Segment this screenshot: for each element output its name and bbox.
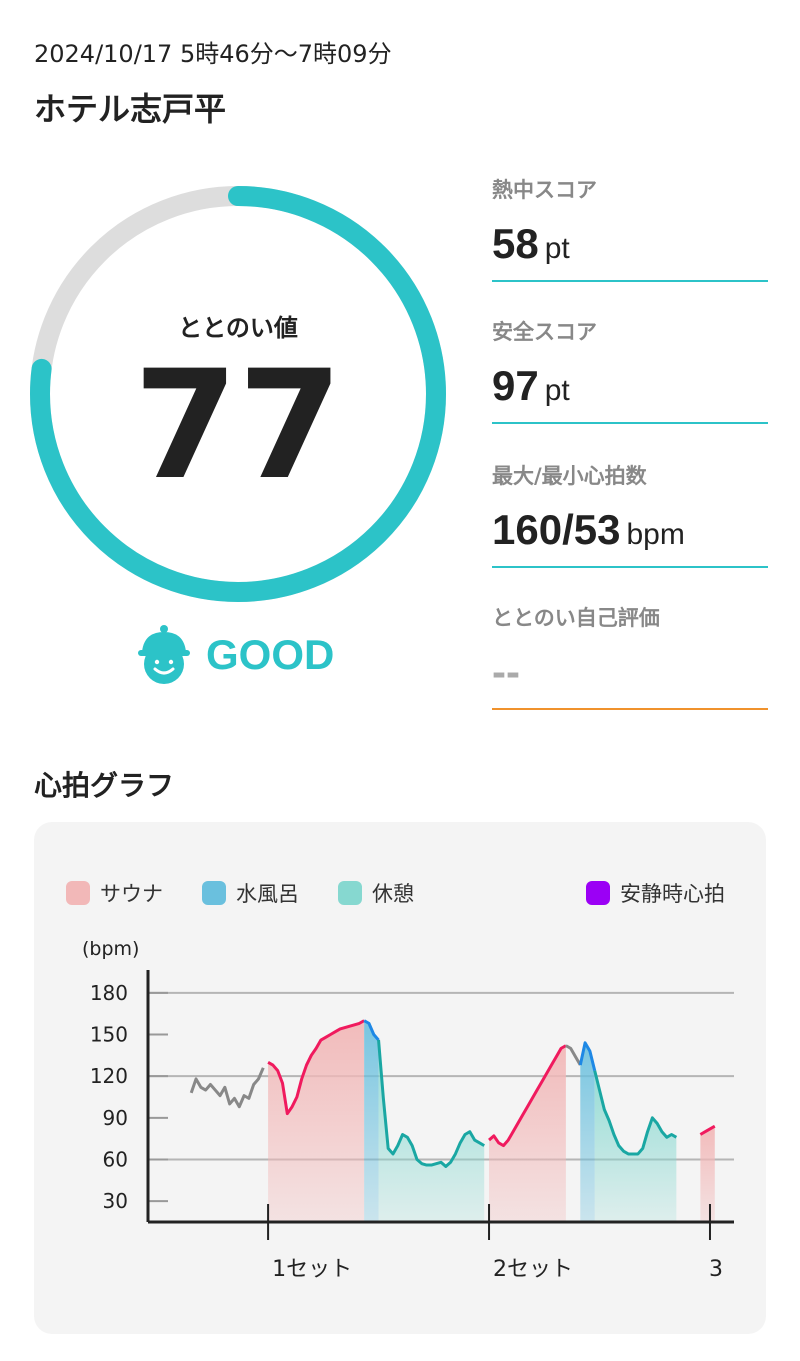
phase-band-rest bbox=[378, 1040, 485, 1222]
heart-rate-chart: (bpm) 30 60 90 120 150 180 1セット 2セット 3 bbox=[82, 938, 734, 1282]
heart-rate-line-rest bbox=[593, 1070, 678, 1156]
gauge-fill bbox=[30, 186, 446, 602]
legend-swatch bbox=[586, 881, 610, 905]
phase-band-sauna bbox=[489, 1045, 566, 1222]
session-datetime: 2024/10/17 5時46分〜7時09分 bbox=[34, 40, 392, 68]
legend-label: 休憩 bbox=[372, 882, 414, 906]
heart-rate-line-cold bbox=[363, 1019, 380, 1042]
heart-rate-line-sauna bbox=[267, 1019, 365, 1116]
stat-unit: pt bbox=[544, 374, 570, 407]
stat-unit: bpm bbox=[626, 518, 685, 551]
legend-label: 水風呂 bbox=[236, 882, 299, 906]
y-tick-label: 30 bbox=[103, 1189, 128, 1213]
stat-divider bbox=[492, 280, 768, 282]
y-tick-label: 180 bbox=[90, 981, 128, 1005]
axes bbox=[146, 970, 734, 1240]
stat-heat-score: 熱中スコア 58 pt bbox=[492, 174, 768, 282]
legend-swatch bbox=[202, 881, 226, 905]
x-tick-label: 2セット bbox=[493, 1257, 573, 1282]
legend-item-resting-hr: 安静時心拍 bbox=[586, 878, 725, 908]
stat-self-evaluation[interactable]: ととのい自己評価 -- bbox=[492, 602, 768, 710]
y-tick-label: 60 bbox=[103, 1148, 128, 1172]
legend-label: 安静時心拍 bbox=[620, 882, 725, 906]
totonoi-gauge bbox=[30, 186, 446, 602]
phase-band-cold bbox=[580, 1042, 595, 1222]
stat-unit: pt bbox=[544, 232, 570, 265]
gauge-label: ととのい値 bbox=[178, 314, 298, 342]
status-badge: GOOD bbox=[136, 620, 334, 690]
heart-rate-line-sauna bbox=[488, 1044, 567, 1148]
heart-rate-line-pre bbox=[189, 1067, 265, 1109]
y-axis-label: (bpm) bbox=[82, 938, 139, 960]
series-lines bbox=[189, 1019, 716, 1168]
stat-value: 97 bbox=[492, 362, 539, 409]
tick-labels: 30 60 90 120 150 180 1セット 2セット 3 bbox=[90, 981, 723, 1282]
stat-divider bbox=[492, 708, 768, 710]
phase-band-cold bbox=[364, 1020, 379, 1222]
legend-item-cold-bath: 水風呂 bbox=[202, 878, 299, 908]
legend-item-sauna: サウナ bbox=[66, 878, 163, 908]
stat-value: 58 bbox=[492, 220, 539, 267]
gauge-value: 77 bbox=[133, 339, 343, 513]
y-tick-label: 120 bbox=[90, 1064, 128, 1088]
status-label: GOOD bbox=[206, 631, 335, 678]
heart-rate-line-pre bbox=[565, 1044, 582, 1066]
legend-label: サウナ bbox=[100, 882, 163, 906]
smiling-face-with-cap-icon bbox=[138, 625, 190, 684]
legend-swatch bbox=[338, 881, 362, 905]
stat-value: 160/53 bbox=[492, 506, 621, 553]
stat-safety-score: 安全スコア 97 pt bbox=[492, 316, 768, 424]
phase-band-sauna bbox=[700, 1126, 715, 1222]
phase-band-sauna bbox=[268, 1020, 365, 1222]
legend-swatch bbox=[66, 881, 90, 905]
phase-band-rest bbox=[594, 1070, 677, 1222]
stat-label: 安全スコア bbox=[492, 320, 597, 344]
stat-label: 最大/最小心拍数 bbox=[492, 464, 647, 488]
stat-divider bbox=[492, 566, 768, 568]
phase-bands bbox=[268, 1020, 715, 1222]
x-tick-label: 1セット bbox=[272, 1257, 352, 1282]
heart-rate-line-sauna bbox=[699, 1124, 716, 1136]
legend-item-rest: 休憩 bbox=[338, 878, 414, 908]
stat-label: ととのい自己評価 bbox=[492, 606, 660, 630]
heart-rate-chart-card: サウナ 水風呂 休憩 安静時心拍 (bpm) bbox=[34, 822, 766, 1334]
stat-value: -- bbox=[492, 648, 520, 695]
heart-rate-line-rest bbox=[377, 1039, 485, 1168]
stat-divider bbox=[492, 422, 768, 424]
x-tick-label: 3 bbox=[709, 1257, 723, 1282]
facility-name: ホテル志戸平 bbox=[34, 90, 227, 128]
y-tick-label: 150 bbox=[90, 1023, 128, 1047]
stat-heart-rate: 最大/最小心拍数 160/53 bpm bbox=[492, 460, 768, 568]
y-tick-label: 90 bbox=[103, 1106, 128, 1130]
heart-rate-graph-title: 心拍グラフ bbox=[34, 769, 175, 802]
heart-rate-line-cold bbox=[578, 1041, 597, 1071]
stat-label: 熱中スコア bbox=[492, 178, 597, 202]
